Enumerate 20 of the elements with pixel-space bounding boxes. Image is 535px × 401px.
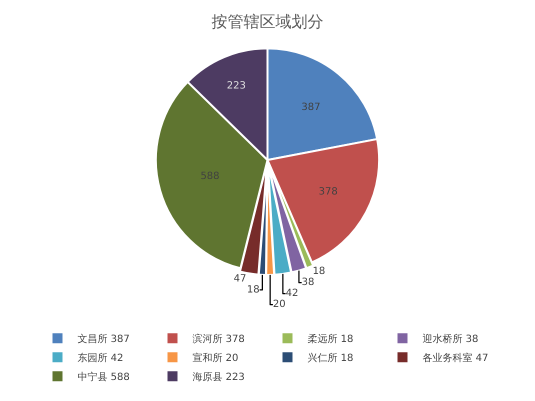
data-label: 378 — [318, 186, 338, 198]
legend-label: 兴仁所 18 — [308, 352, 354, 364]
legend-label: 东园所 42 — [78, 352, 124, 364]
legend-label: 迎水桥所 38 — [422, 333, 478, 346]
data-label: 18 — [246, 284, 260, 296]
legend-label: 宣和所 20 — [192, 352, 238, 364]
data-label: 38 — [302, 277, 314, 288]
legend-label: 中宁县 588 — [78, 371, 130, 384]
legend-label: 海原县 223 — [192, 371, 245, 384]
data-label: 20 — [272, 299, 286, 310]
legend-label: 滨河所 378 — [192, 333, 245, 346]
legend-label: 文昌所 387 — [78, 333, 130, 346]
data-label: 42 — [286, 288, 298, 300]
legend-label: 柔远所 18 — [308, 333, 354, 346]
legend-label: 各业务科室 47 — [422, 352, 488, 364]
data-label: 47 — [234, 273, 246, 284]
data-label: 18 — [312, 266, 326, 278]
chart-title: 按管辖区域划分 — [212, 12, 324, 32]
data-label: 387 — [301, 102, 320, 113]
data-label: 223 — [226, 80, 246, 92]
